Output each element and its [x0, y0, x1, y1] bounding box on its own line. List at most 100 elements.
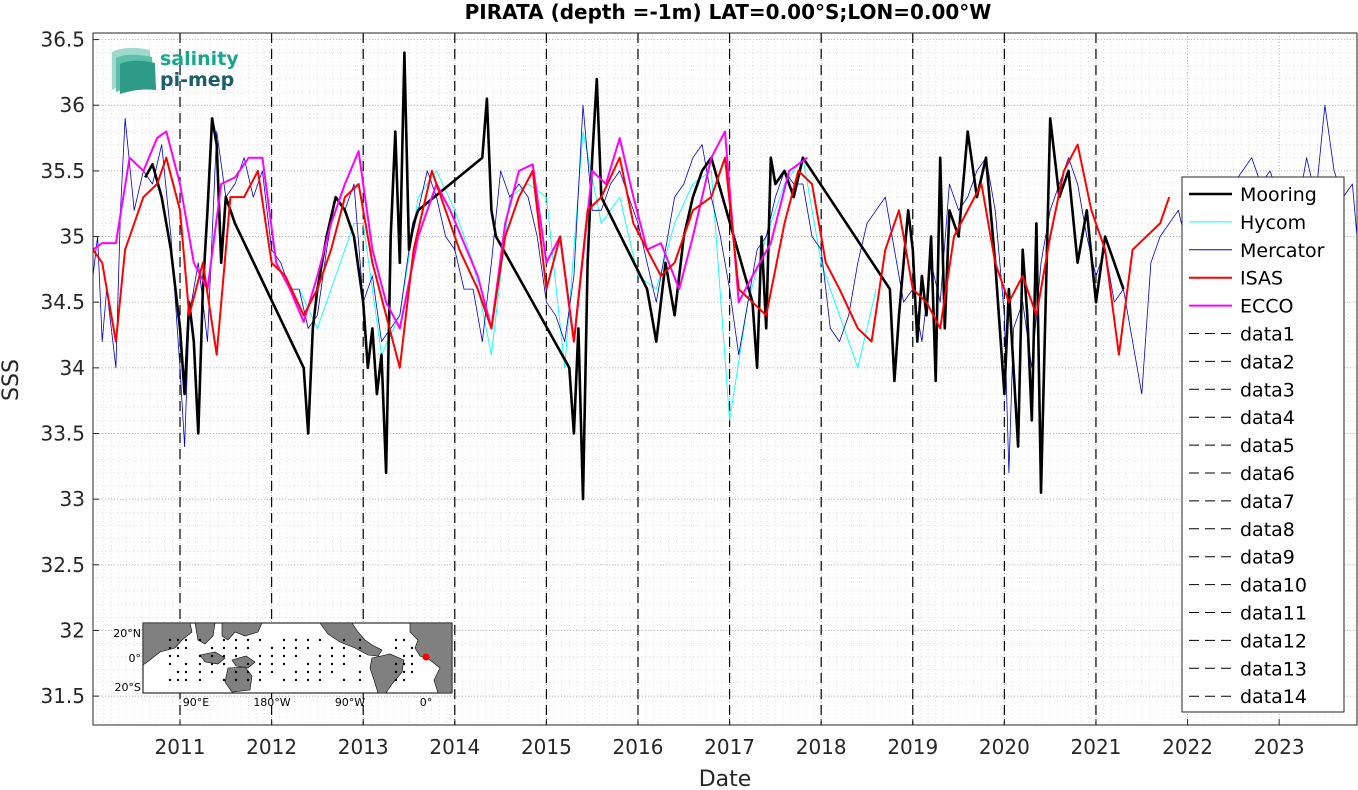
x-tick-label: 2013	[338, 735, 389, 759]
buoy-dot	[342, 662, 346, 666]
buoy-dot	[222, 638, 226, 642]
x-tick-label: 2020	[979, 735, 1030, 759]
buoy-dot	[258, 670, 262, 674]
buoy-dot	[330, 670, 334, 674]
y-tick-label: 31.5	[40, 684, 85, 708]
buoy-dot	[306, 678, 310, 682]
buoy-dot	[198, 670, 202, 674]
buoy-dot	[330, 662, 334, 666]
legend-label: data7	[1240, 491, 1295, 513]
y-tick-label: 32.5	[40, 553, 85, 577]
buoy-dot	[294, 638, 298, 642]
buoy-dot	[258, 638, 262, 642]
x-tick-label: 2011	[155, 735, 206, 759]
inset-location-marker	[422, 653, 430, 661]
series-line-mooring	[144, 51, 1125, 501]
buoy-dot	[198, 638, 202, 642]
buoy-dot	[318, 678, 322, 682]
legend-label: data6	[1240, 463, 1295, 485]
buoy-dot	[402, 662, 406, 666]
buoy-dot	[410, 654, 414, 658]
buoy-dot	[318, 654, 322, 658]
buoy-dot	[210, 670, 214, 674]
y-tick-label: 35.5	[40, 159, 85, 183]
vertical-dashed-lines	[179, 33, 1097, 725]
x-axis-title: Date	[699, 767, 752, 790]
buoy-dot	[330, 654, 334, 658]
legend-label: data14	[1240, 686, 1307, 708]
buoy-dot	[234, 646, 238, 650]
buoy-dot	[270, 654, 274, 658]
inset-lat-20n: 20°N	[113, 627, 141, 640]
x-tick-label: 2022	[1162, 735, 1213, 759]
buoy-dot	[282, 678, 286, 682]
plot-area	[92, 32, 1358, 726]
chart-title: PIRATA (depth =-1m) LAT=0.00°S;LON=0.00°…	[465, 0, 992, 24]
y-tick-label: 36	[60, 93, 85, 117]
buoy-dot	[184, 662, 188, 666]
buoy-dot	[282, 654, 286, 658]
buoy-dot	[176, 678, 180, 682]
buoy-dot	[176, 646, 180, 650]
buoy-dot	[294, 670, 298, 674]
buoy-dot	[358, 638, 362, 642]
buoy-dot	[358, 678, 362, 682]
buoy-dot	[234, 678, 238, 682]
buoy-dot	[168, 638, 172, 642]
buoy-dot	[318, 638, 322, 642]
buoy-dot	[358, 670, 362, 674]
x-tick-label: 2021	[1071, 735, 1122, 759]
legend-items: Mooring Hycom Mercator ISAS ECCO data1 data2 da…	[1189, 184, 1325, 708]
legend-label: data9	[1240, 547, 1295, 569]
legend-label: data13	[1240, 658, 1307, 680]
buoy-dot	[198, 662, 202, 666]
buoy-dot	[168, 662, 172, 666]
buoy-dot	[318, 662, 322, 666]
buoy-dot	[176, 670, 180, 674]
legend-label: data10	[1240, 575, 1307, 597]
inset-map: 20°N 0° 20°S 90°E 180°W 90°W 0°	[113, 622, 453, 709]
buoy-dot	[402, 638, 406, 642]
buoy-dot	[358, 646, 362, 650]
legend-box	[1181, 176, 1345, 713]
buoy-dot	[222, 654, 226, 658]
y-axis-ticks: 31.5 32 32.5 33 33.5 34 34.5 35 35.5 36 36.5	[40, 28, 99, 708]
legend-label: Mercator	[1240, 240, 1325, 262]
y-tick-label: 33.5	[40, 421, 85, 445]
buoy-dot	[394, 662, 398, 666]
buoy-dot	[234, 638, 238, 642]
y-tick-label: 34.5	[40, 290, 85, 314]
y-tick-label: 35	[60, 225, 85, 249]
inset-ocean	[142, 622, 453, 694]
buoy-dot	[184, 646, 188, 650]
buoy-dot	[394, 638, 398, 642]
buoy-dot	[282, 662, 286, 666]
buoy-dot	[394, 646, 398, 650]
inset-lat-0: 0°	[129, 652, 142, 665]
legend-label: data11	[1240, 603, 1307, 625]
buoy-dot	[270, 646, 274, 650]
logo-text-salinity: salinity	[160, 48, 239, 70]
buoy-dot	[168, 654, 172, 658]
buoy-dot	[394, 670, 398, 674]
x-tick-label: 2017	[704, 735, 755, 759]
series-line-mercator	[92, 104, 1358, 474]
buoy-dot	[294, 646, 298, 650]
inset-lon-180w: 180°W	[253, 696, 290, 709]
legend-label: Hycom	[1240, 212, 1306, 234]
buoy-dot	[198, 678, 202, 682]
buoy-dot	[168, 646, 172, 650]
x-tick-label: 2015	[521, 735, 572, 759]
buoy-dot	[234, 670, 238, 674]
buoy-dot	[402, 678, 406, 682]
x-tick-label: 2014	[429, 735, 480, 759]
buoy-dot	[176, 638, 180, 642]
buoy-dot	[210, 654, 214, 658]
buoy-dot	[270, 662, 274, 666]
x-tick-label: 2019	[887, 735, 938, 759]
buoy-dot	[246, 646, 250, 650]
buoy-dot	[306, 638, 310, 642]
inset-lon-0: 0°	[420, 696, 433, 709]
buoy-dot	[402, 654, 406, 658]
inset-buoy-dots	[168, 638, 414, 682]
